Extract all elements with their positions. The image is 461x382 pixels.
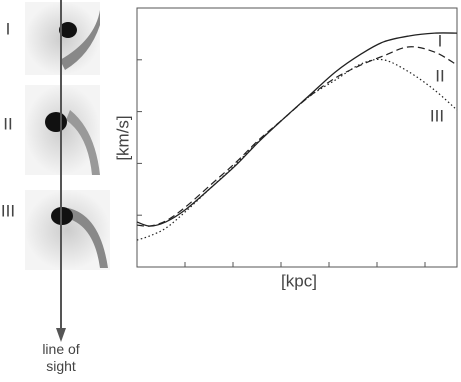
series-label: I bbox=[438, 31, 443, 50]
series-label: II bbox=[435, 66, 444, 85]
panel-label: III bbox=[1, 201, 15, 220]
arrow-label: line of sight bbox=[42, 341, 80, 374]
panel-label: I bbox=[6, 19, 11, 38]
arrow-head bbox=[56, 328, 66, 342]
panel-label: II bbox=[3, 114, 12, 133]
panel-images bbox=[25, 2, 110, 270]
series-label: III bbox=[430, 106, 444, 125]
galaxy-core bbox=[45, 112, 67, 132]
series-line bbox=[136, 46, 458, 227]
galaxy-arm bbox=[66, 208, 108, 268]
x-axis-label: [kpc] bbox=[281, 271, 317, 290]
series-line bbox=[136, 32, 458, 227]
series-line bbox=[136, 58, 458, 241]
plot-frame bbox=[136, 7, 458, 268]
galaxy-arm bbox=[60, 10, 100, 70]
galaxy-arm bbox=[66, 110, 100, 175]
y-axis-label: [km/s] bbox=[113, 115, 132, 160]
galaxy-image bbox=[25, 190, 110, 270]
galaxy-core bbox=[59, 22, 77, 38]
